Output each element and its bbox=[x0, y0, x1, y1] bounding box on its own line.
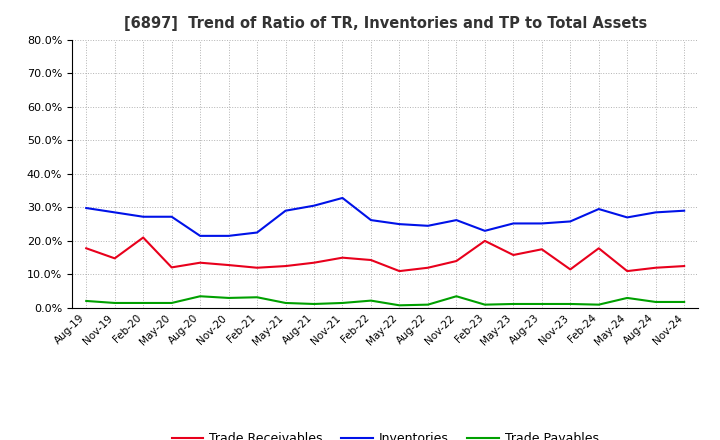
Trade Payables bbox=[652, 299, 660, 304]
Trade Payables bbox=[225, 295, 233, 301]
Trade Payables bbox=[110, 301, 119, 306]
Trade Payables bbox=[167, 301, 176, 306]
Inventories bbox=[537, 221, 546, 226]
Trade Payables bbox=[395, 303, 404, 308]
Inventories bbox=[225, 233, 233, 238]
Trade Payables bbox=[566, 301, 575, 307]
Inventories bbox=[196, 233, 204, 238]
Trade Payables bbox=[253, 295, 261, 300]
Trade Payables bbox=[282, 301, 290, 306]
Trade Receivables bbox=[452, 258, 461, 264]
Trade Receivables bbox=[253, 265, 261, 270]
Trade Receivables bbox=[338, 255, 347, 260]
Trade Receivables bbox=[82, 246, 91, 251]
Trade Receivables bbox=[225, 262, 233, 268]
Trade Receivables bbox=[680, 264, 688, 269]
Inventories bbox=[110, 210, 119, 215]
Trade Receivables bbox=[139, 235, 148, 240]
Trade Receivables bbox=[196, 260, 204, 265]
Inventories bbox=[167, 214, 176, 220]
Inventories bbox=[423, 223, 432, 228]
Inventories bbox=[253, 230, 261, 235]
Trade Receivables bbox=[623, 268, 631, 274]
Trade Receivables bbox=[480, 238, 489, 244]
Trade Payables bbox=[623, 295, 631, 301]
Trade Payables bbox=[338, 301, 347, 306]
Inventories bbox=[139, 214, 148, 220]
Trade Payables bbox=[509, 301, 518, 307]
Inventories bbox=[366, 217, 375, 223]
Trade Receivables bbox=[310, 260, 318, 265]
Trade Payables bbox=[310, 301, 318, 307]
Trade Payables bbox=[595, 302, 603, 307]
Trade Receivables bbox=[509, 253, 518, 258]
Inventories bbox=[652, 210, 660, 215]
Trade Payables bbox=[537, 301, 546, 307]
Trade Payables bbox=[452, 293, 461, 299]
Trade Receivables bbox=[282, 264, 290, 269]
Legend: Trade Receivables, Inventories, Trade Payables: Trade Receivables, Inventories, Trade Pa… bbox=[166, 427, 604, 440]
Trade Receivables bbox=[537, 247, 546, 252]
Trade Payables bbox=[196, 293, 204, 299]
Trade Receivables bbox=[167, 265, 176, 270]
Inventories bbox=[310, 203, 318, 208]
Trade Receivables bbox=[366, 257, 375, 263]
Trade Receivables bbox=[395, 268, 404, 274]
Line: Trade Receivables: Trade Receivables bbox=[86, 238, 684, 271]
Trade Payables bbox=[423, 302, 432, 307]
Line: Trade Payables: Trade Payables bbox=[86, 296, 684, 305]
Trade Receivables bbox=[110, 256, 119, 261]
Line: Inventories: Inventories bbox=[86, 198, 684, 236]
Inventories bbox=[595, 206, 603, 212]
Trade Receivables bbox=[652, 265, 660, 270]
Inventories bbox=[680, 208, 688, 213]
Inventories bbox=[623, 215, 631, 220]
Trade Payables bbox=[82, 298, 91, 304]
Trade Receivables bbox=[423, 265, 432, 270]
Trade Receivables bbox=[566, 267, 575, 272]
Inventories bbox=[509, 221, 518, 226]
Trade Payables bbox=[139, 301, 148, 306]
Trade Payables bbox=[680, 299, 688, 304]
Inventories bbox=[395, 221, 404, 227]
Inventories bbox=[480, 228, 489, 234]
Inventories bbox=[452, 217, 461, 223]
Inventories bbox=[282, 208, 290, 213]
Trade Payables bbox=[480, 302, 489, 307]
Trade Payables bbox=[366, 298, 375, 303]
Inventories bbox=[566, 219, 575, 224]
Title: [6897]  Trend of Ratio of TR, Inventories and TP to Total Assets: [6897] Trend of Ratio of TR, Inventories… bbox=[124, 16, 647, 32]
Inventories bbox=[82, 205, 91, 211]
Trade Receivables bbox=[595, 246, 603, 251]
Inventories bbox=[338, 195, 347, 201]
